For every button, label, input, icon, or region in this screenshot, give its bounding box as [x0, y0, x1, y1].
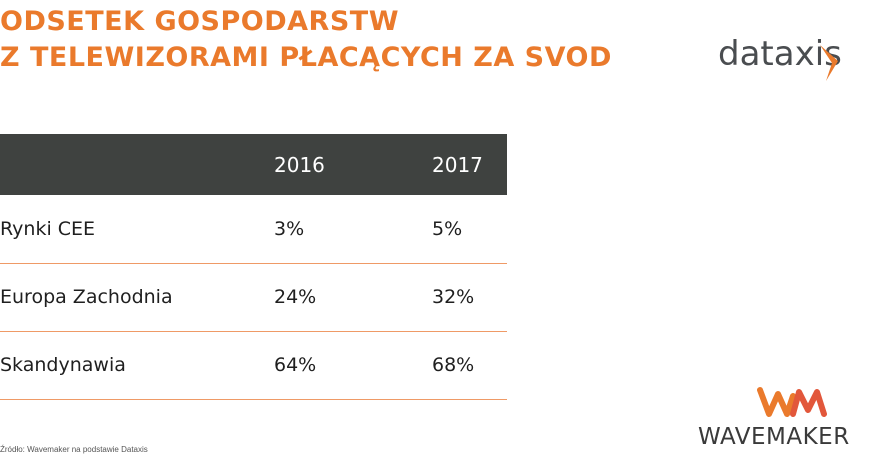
table-row: Skandynawia 64% 68% — [0, 331, 507, 399]
header-2017: 2017 — [432, 152, 483, 177]
row-label: Rynki CEE — [0, 217, 96, 240]
dataxis-arrow-icon — [820, 45, 838, 81]
svg-text:dataxis: dataxis — [718, 35, 842, 74]
wavemaker-logo: WAVEMAKER — [698, 424, 850, 450]
table-row: Rynki CEE 3% 5% — [0, 195, 507, 263]
row-value-2017: 68% — [432, 354, 475, 376]
row-value-2017: 5% — [432, 217, 463, 240]
table-header-row: 2016 2017 — [0, 134, 507, 195]
source-note: Źródło: Wavemaker na podstawie Dataxis — [0, 445, 148, 454]
svod-table: 2016 2017 Rynki CEE 3% 5% Europa Zachodn… — [0, 134, 507, 400]
title-line-1: ODSETEK GOSPODARSTW — [0, 6, 399, 37]
header-2016: 2016 — [274, 152, 325, 177]
page-title: ODSETEK GOSPODARSTW Z TELEWIZORAMI PŁACĄ… — [0, 4, 612, 76]
row-label: Skandynawia — [0, 354, 126, 376]
row-label: Europa Zachodnia — [0, 286, 173, 308]
header-region — [0, 134, 274, 195]
table-row: Europa Zachodnia 24% 32% — [0, 263, 507, 331]
dataxis-logo: dataxis — [718, 35, 842, 81]
wavemaker-logo-icon — [757, 387, 827, 417]
row-value-2016: 24% — [274, 286, 317, 308]
row-value-2017: 32% — [432, 286, 475, 308]
row-value-2016: 3% — [274, 217, 305, 240]
title-line-2: Z TELEWIZORAMI PŁACĄCYCH ZA SVOD — [0, 42, 612, 73]
row-value-2016: 64% — [274, 354, 317, 376]
